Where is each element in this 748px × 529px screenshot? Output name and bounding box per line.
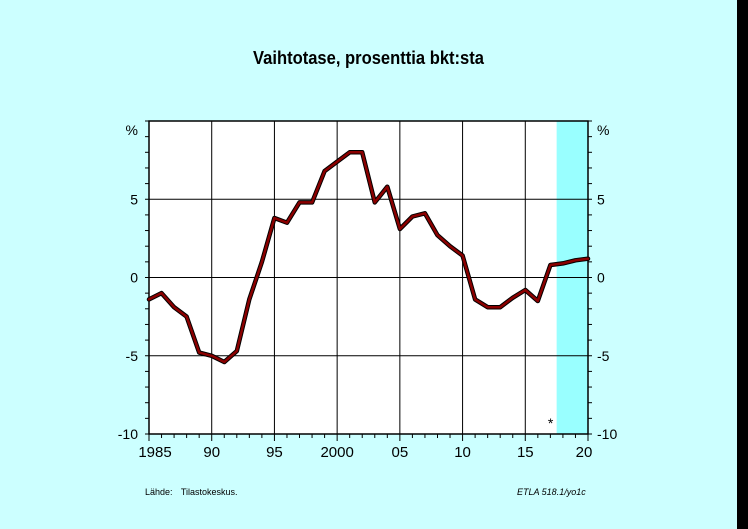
chart-title: Vaihtotase, prosenttia bkt:sta xyxy=(253,48,484,68)
y-tick-label-left: -10 xyxy=(118,426,138,442)
x-tick-label: 2000 xyxy=(320,444,353,461)
x-tick-label: 95 xyxy=(266,444,283,461)
x-tick-label: 1985 xyxy=(138,444,171,461)
plot-border xyxy=(148,120,589,435)
x-tick-label: 10 xyxy=(454,444,471,461)
x-tick-label: 90 xyxy=(203,444,220,461)
x-tick-label: 20 xyxy=(576,444,593,461)
y-tick-label-right: 5 xyxy=(597,191,605,207)
x-tick-label: 05 xyxy=(392,444,409,461)
source-note: Lähde: Tilastokeskus. xyxy=(145,487,238,497)
y-tick-label-right: -10 xyxy=(597,426,617,442)
forecast-marker: * xyxy=(548,415,554,431)
x-tick-label: 15 xyxy=(517,444,534,461)
series-line xyxy=(147,151,590,364)
y-axis-unit-left: % xyxy=(126,122,138,138)
y-tick-label-left: 5 xyxy=(130,191,138,207)
y-axis-unit-right: % xyxy=(597,122,609,138)
y-tick-label-right: 0 xyxy=(597,270,605,286)
chart-code: ETLA 518.1/yo1c xyxy=(517,487,586,497)
y-tick-label-left: -5 xyxy=(126,348,139,364)
y-tick-label-left: 0 xyxy=(130,270,138,286)
y-tick-label-right: -5 xyxy=(597,348,610,364)
